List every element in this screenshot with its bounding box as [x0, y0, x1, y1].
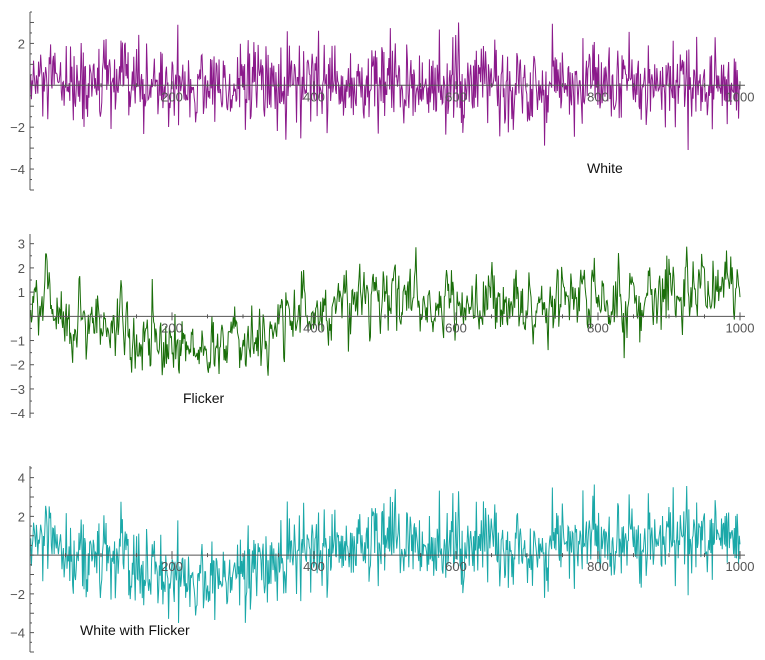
y-tick-label: −1	[10, 334, 25, 349]
x-tick-label: 200	[161, 89, 183, 104]
y-tick-label: −4	[10, 406, 25, 421]
y-tick-label: −2	[10, 587, 25, 602]
x-tick-label: 400	[303, 89, 325, 104]
x-tick-label: 600	[445, 559, 467, 574]
series-annotation: White	[587, 160, 623, 176]
y-tick-label: 4	[18, 471, 25, 486]
y-tick-label: −2	[10, 120, 25, 135]
x-tick-label: 1000	[726, 559, 755, 574]
x-tick-label: 200	[161, 320, 183, 335]
series-line	[29, 246, 741, 376]
x-tick-label: 1000	[726, 320, 755, 335]
series-line	[29, 22, 741, 150]
x-tick-label: 200	[161, 559, 183, 574]
chart-panel-3: 200 400 600 800 1000 −4 −2 2 4 White with Flicker	[10, 466, 755, 653]
x-tick-label: 800	[587, 89, 609, 104]
y-tick-label: 2	[18, 509, 25, 524]
x-tick-label: 400	[303, 559, 325, 574]
chart-panel-2: 200 400 600 800 1000 −4 −3 −2 −1 1 2 3 Flicker	[10, 234, 754, 421]
x-tick-label: 1000	[726, 89, 755, 104]
x-tick-label: 600	[445, 89, 467, 104]
y-tick-label: −4	[10, 162, 25, 177]
x-tick-label: 600	[445, 320, 467, 335]
y-tick-label: −3	[10, 382, 25, 397]
y-tick-label: −2	[10, 358, 25, 373]
series-annotation: White with Flicker	[80, 622, 190, 638]
y-tick-label: 2	[18, 36, 25, 51]
y-tick-label: −4	[10, 626, 25, 641]
y-tick-label: 1	[18, 285, 25, 300]
chart-panel-1: 200 400 600 800 1000 −4 −2 2 White	[10, 11, 755, 191]
y-tick-label: 2	[18, 261, 25, 276]
series-annotation: Flicker	[183, 390, 225, 406]
x-tick-label: 800	[587, 559, 609, 574]
x-tick-label: 800	[587, 320, 609, 335]
x-tick-label: 400	[303, 320, 325, 335]
series-line	[29, 484, 741, 623]
y-tick-label: 3	[18, 237, 25, 252]
